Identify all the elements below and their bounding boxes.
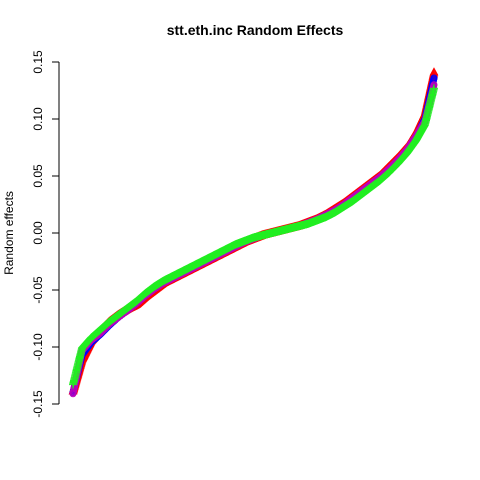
data-points <box>68 67 439 398</box>
y-tick-label: 0.10 <box>31 107 45 131</box>
series-3 <box>69 84 438 389</box>
y-tick-label: -0.15 <box>31 390 45 418</box>
y-axis-label: Random effects <box>2 191 16 275</box>
y-axis-ticks: -0.15 -0.10 -0.05 0.00 0.05 0.10 0.15 <box>31 50 59 418</box>
y-tick-label: 0.00 <box>31 221 45 245</box>
y-tick-label: 0.05 <box>31 164 45 188</box>
y-tick-label: 0.15 <box>31 50 45 74</box>
chart-title: stt.eth.inc Random Effects <box>167 22 344 38</box>
y-tick-label: -0.05 <box>31 276 45 304</box>
data-point <box>430 74 438 82</box>
y-tick-label: -0.10 <box>31 333 45 361</box>
